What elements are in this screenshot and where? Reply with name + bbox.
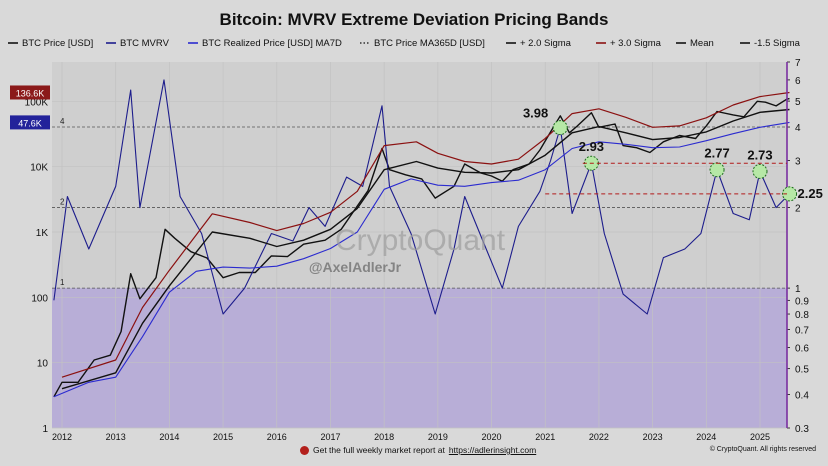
peak-label: 2.93 xyxy=(579,139,604,154)
legend-item: BTC MVRV xyxy=(106,38,170,49)
y-right-tick-label: 6 xyxy=(795,76,801,87)
price-badge-label: 47.6K xyxy=(18,118,42,128)
footer-report-text: Get the full weekly market report at xyxy=(313,445,445,455)
legend-label: BTC Price MA365D [USD] xyxy=(374,38,485,49)
legend-item: + 2.0 Sigma xyxy=(506,38,572,49)
peak-marker xyxy=(752,163,768,179)
price-badge-label: 136.6K xyxy=(16,88,45,98)
price-badge: 47.6K xyxy=(10,115,50,130)
x-tick-label: 2013 xyxy=(106,432,126,442)
y-right-tick-label: 1 xyxy=(795,284,801,295)
y-left-tick-label: 100 xyxy=(31,293,48,304)
y-right-tick-label: 7 xyxy=(795,58,801,69)
y-right-tick-label: 3 xyxy=(795,156,801,167)
legend-item: -1.5 Sigma xyxy=(740,38,801,49)
x-tick-label: 2022 xyxy=(589,432,609,442)
y-right-tick-label: 4 xyxy=(795,123,801,134)
reference-line-label: 4 xyxy=(60,117,65,126)
y-right-tick-label: 0.7 xyxy=(795,326,809,337)
x-tick-label: 2025 xyxy=(750,432,770,442)
x-tick-label: 2023 xyxy=(643,432,663,442)
peak-label: 3.98 xyxy=(523,106,548,121)
x-tick-label: 2017 xyxy=(320,432,340,442)
legend-label: + 3.0 Sigma xyxy=(610,38,662,49)
y-left-tick-label: 1 xyxy=(42,424,48,435)
y-right-tick-label: 0.4 xyxy=(795,391,809,402)
footer-report-link[interactable]: https://adlerinsight.com xyxy=(448,445,537,455)
y-right-tick-label: 0.5 xyxy=(795,365,809,376)
x-tick-label: 2018 xyxy=(374,432,394,442)
peak-label: 2.77 xyxy=(704,146,729,161)
x-tick-label: 2016 xyxy=(267,432,287,442)
y-left-tick-label: 10 xyxy=(37,359,49,370)
series-line xyxy=(53,79,790,315)
legend-label: BTC Realized Price [USD] MA7D xyxy=(202,38,342,49)
y-right-tick-label: 0.6 xyxy=(795,343,809,354)
y-right-tick-label: 0.3 xyxy=(795,424,809,435)
x-tick-label: 2012 xyxy=(52,432,72,442)
series-line xyxy=(53,97,790,398)
peak-marker xyxy=(782,186,798,202)
price-badge-bg xyxy=(10,85,50,100)
x-tick-label: 2020 xyxy=(482,432,502,442)
y-right-tick-label: 0.9 xyxy=(795,296,809,307)
series-line xyxy=(61,108,790,390)
y-left-tick-label: 1K xyxy=(36,228,49,239)
axes: 2012 2013 2014 2015 2016 2017 2018 2019 2020 2021… xyxy=(25,58,810,442)
reference-line-label: 2 xyxy=(60,198,65,207)
series-line xyxy=(61,91,790,378)
plot-area xyxy=(52,62,790,429)
footer-report: Get the full weekly market report at htt… xyxy=(300,445,536,455)
annotations: 4 2 1 3.98 2.93 2.77 2.73 2.25 CryptoQuant @AxelA… xyxy=(60,106,823,287)
legend-label: -1.5 Sigma xyxy=(754,38,801,49)
peak-marker xyxy=(552,120,568,136)
legend: BTC Price [USD] BTC MVRV BTC Realized Pric… xyxy=(8,38,801,49)
peak-marker xyxy=(709,162,725,178)
legend-item: BTC Price MA365D [USD] xyxy=(360,38,485,49)
price-badge: 136.6K xyxy=(10,85,50,100)
legend-label: Mean xyxy=(690,38,714,49)
watermark-brand: CryptoQuant xyxy=(335,224,506,257)
price-badges: 136.6K 47.6K xyxy=(10,85,50,130)
legend-label: + 2.0 Sigma xyxy=(520,38,572,49)
x-tick-label: 2024 xyxy=(696,432,716,442)
legend-item: + 3.0 Sigma xyxy=(596,38,662,49)
legend-item: BTC Realized Price [USD] MA7D xyxy=(188,38,342,49)
legend-label: BTC MVRV xyxy=(120,38,170,49)
footer: Get the full weekly market report at htt… xyxy=(0,445,828,459)
legend-item: Mean xyxy=(676,38,714,49)
legend-label: BTC Price [USD] xyxy=(22,38,93,49)
peak-label: 2.73 xyxy=(747,147,772,162)
y-left-tick-label: 100K xyxy=(25,97,49,108)
peak-label: 2.25 xyxy=(798,186,823,201)
x-tick-label: 2015 xyxy=(213,432,233,442)
y-right-tick-label: 2 xyxy=(795,204,801,215)
series-line xyxy=(53,121,790,398)
legend-item: BTC Price [USD] xyxy=(8,38,93,49)
footer-copyright: © CryptoQuant. All rights reserved xyxy=(709,446,816,453)
y-right-tick-label: 5 xyxy=(795,97,801,108)
x-tick-label: 2019 xyxy=(428,432,448,442)
y-left-tick-label: 10K xyxy=(30,163,48,174)
x-tick-label: 2021 xyxy=(535,432,555,442)
reference-line-label: 1 xyxy=(60,278,65,287)
report-dot-icon xyxy=(300,445,309,455)
chart-title: Bitcoin: MVRV Extreme Deviation Pricing … xyxy=(219,10,609,29)
price-badge-bg xyxy=(10,115,50,130)
y-right-tick-label: 0.8 xyxy=(795,310,809,321)
watermark-handle: @AxelAdlerJr xyxy=(309,259,402,275)
undervalued-zone xyxy=(52,288,787,428)
x-tick-label: 2014 xyxy=(159,432,179,442)
